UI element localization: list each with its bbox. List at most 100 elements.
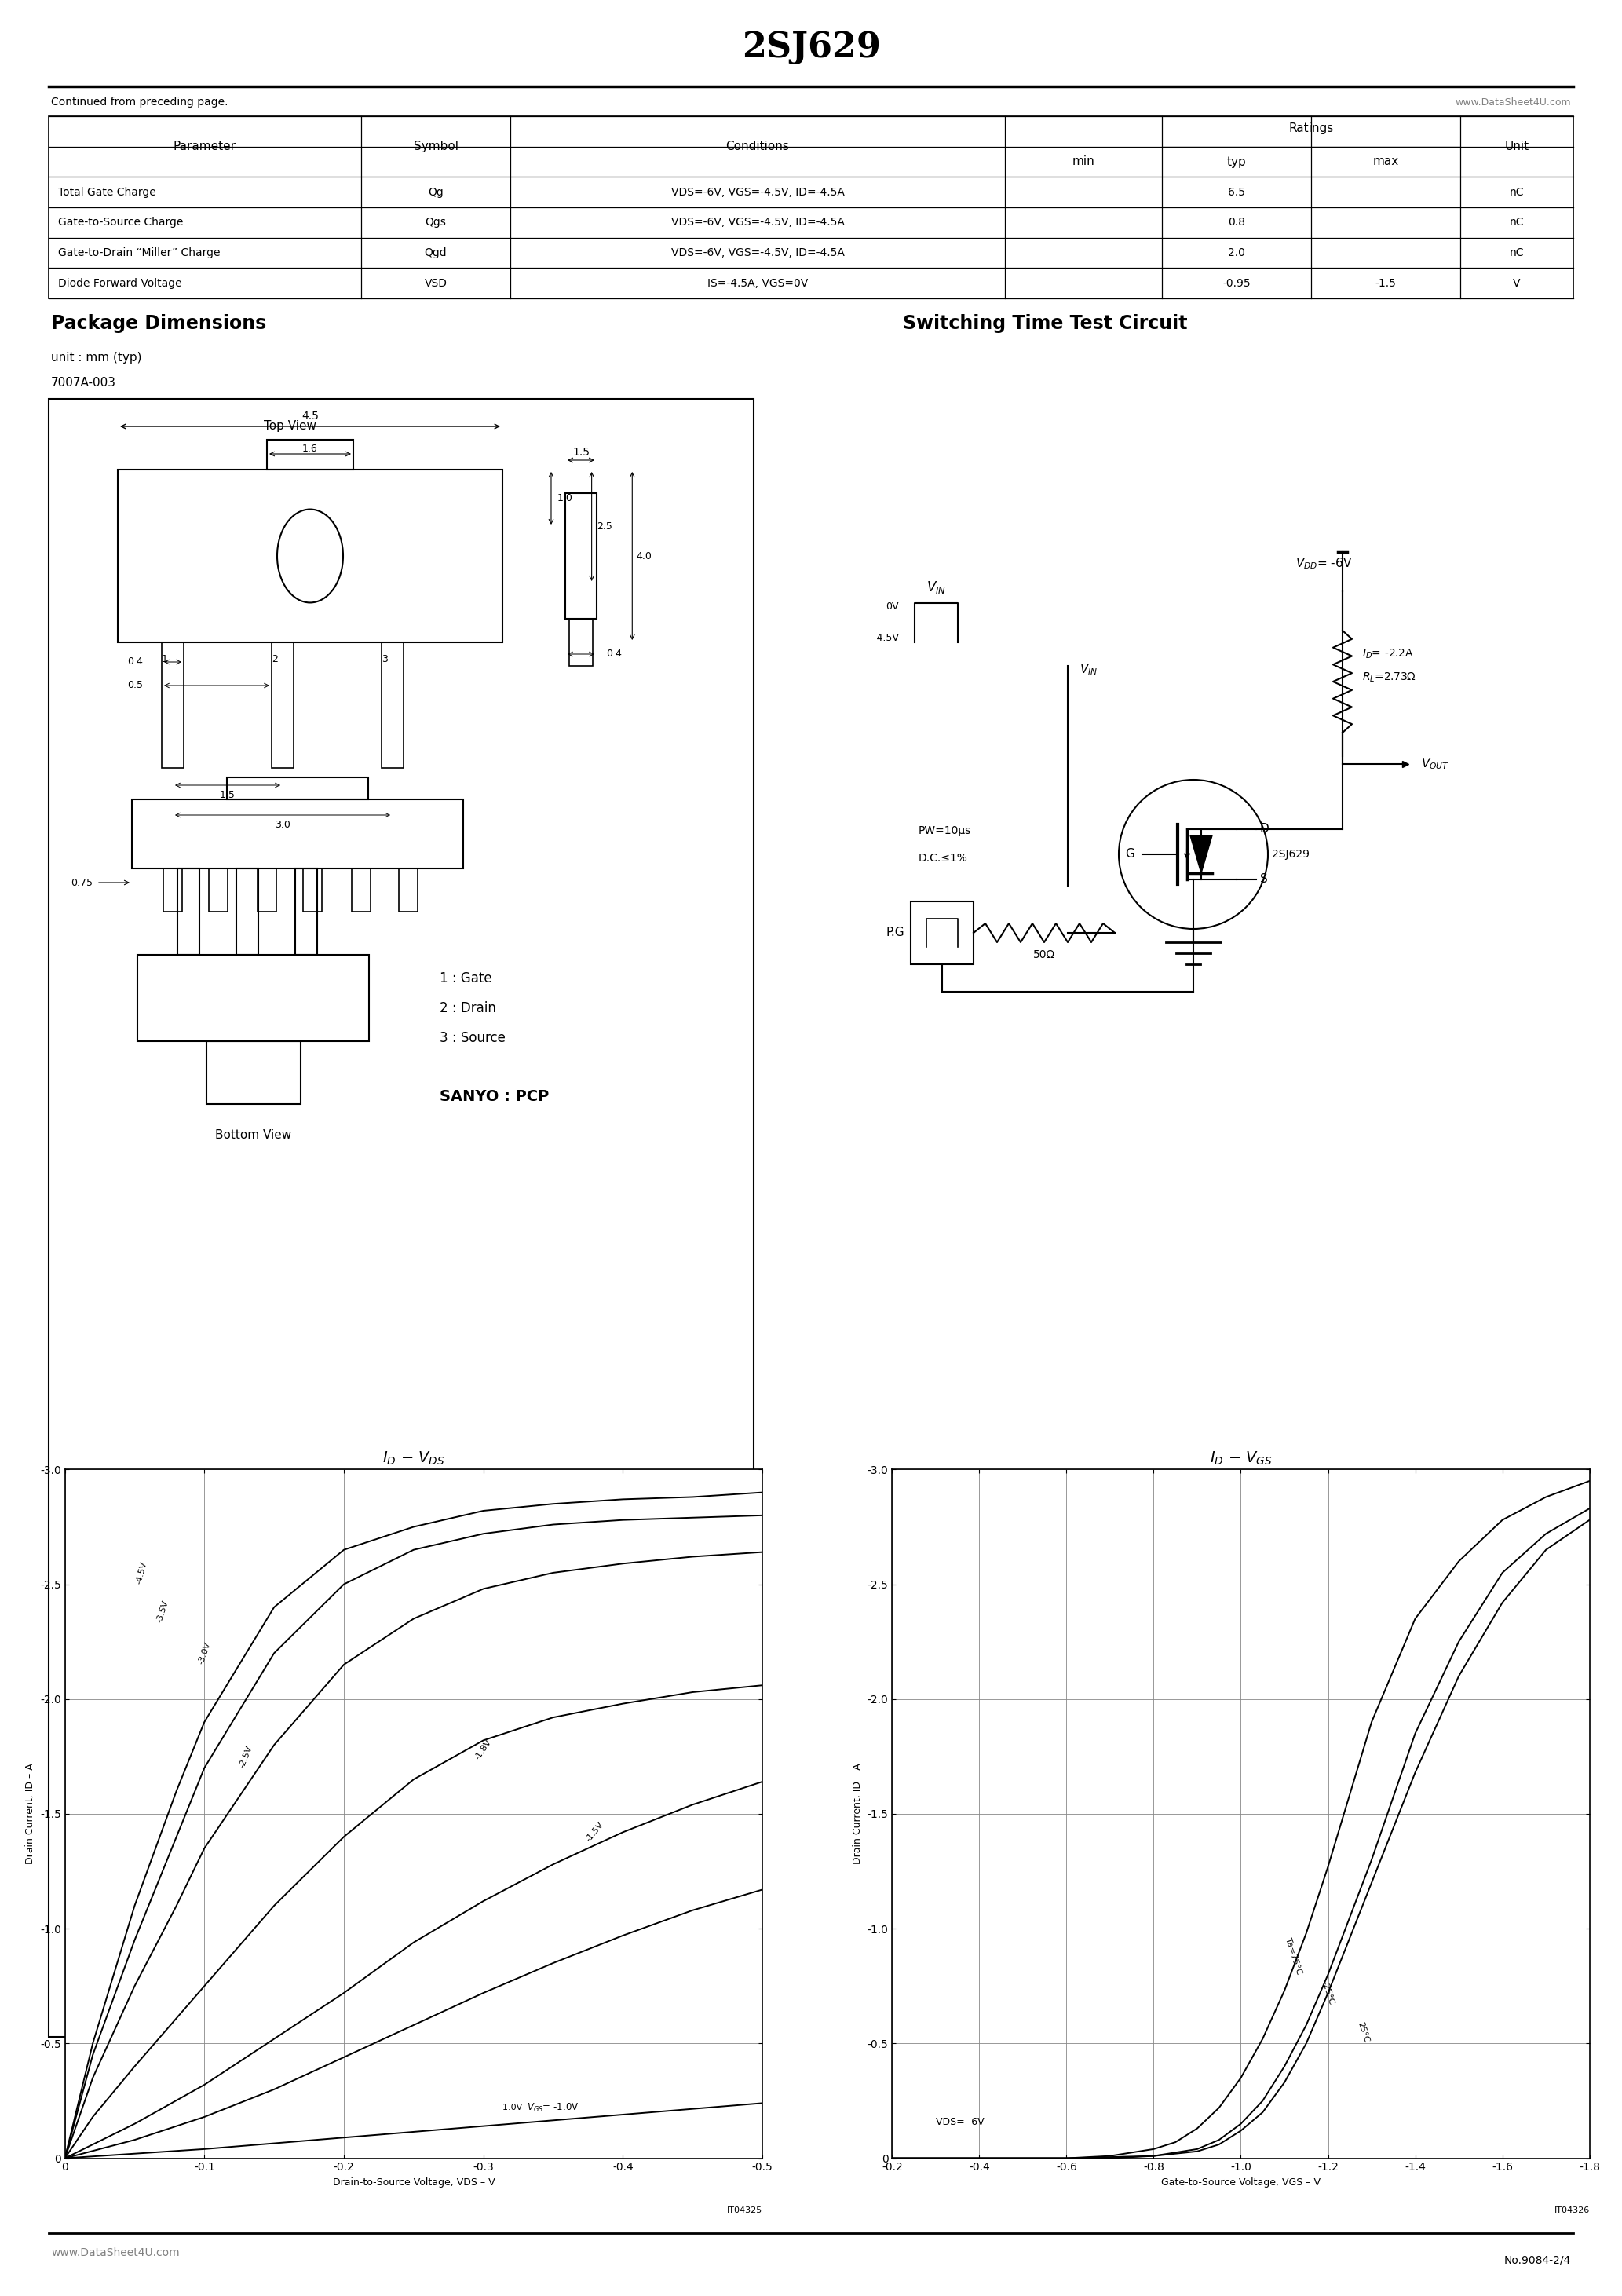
Text: 7007A-003: 7007A-003 [50, 377, 117, 388]
Y-axis label: Drain Current, ID – A: Drain Current, ID – A [26, 1763, 36, 1864]
Text: 50Ω: 50Ω [1033, 948, 1056, 960]
Text: PW=10μs: PW=10μs [918, 824, 972, 836]
Text: Qg: Qg [428, 186, 443, 197]
Text: 2.0: 2.0 [1228, 248, 1246, 259]
Text: Qgd: Qgd [425, 248, 448, 259]
Text: 4.5: 4.5 [302, 411, 318, 422]
Bar [209, 868, 227, 912]
Text: -1.5: -1.5 [1375, 278, 1397, 289]
Title: $I_D$ $-$ $V_{GS}$: $I_D$ $-$ $V_{GS}$ [1210, 1451, 1272, 1467]
Bar [352, 868, 370, 912]
Text: -1.8V: -1.8V [474, 1738, 493, 1761]
Bar [131, 799, 464, 868]
Text: Bottom View: Bottom View [216, 1130, 292, 1141]
Text: Qgs: Qgs [425, 218, 446, 227]
Bar [49, 117, 1573, 298]
Title: $I_D$ $-$ $V_{DS}$: $I_D$ $-$ $V_{DS}$ [383, 1451, 444, 1467]
Text: IS=-4.5A, VGS=0V: IS=-4.5A, VGS=0V [707, 278, 808, 289]
Text: Continued from preceding page.: Continued from preceding page. [50, 96, 229, 108]
Text: 0.4: 0.4 [127, 657, 143, 668]
Text: 1.5: 1.5 [221, 790, 235, 799]
Bar [138, 955, 368, 1040]
Bar [564, 494, 597, 618]
Text: Ratings: Ratings [1288, 122, 1333, 133]
Y-axis label: Drain Current, ID – A: Drain Current, ID – A [853, 1763, 863, 1864]
Text: V: V [1513, 278, 1520, 289]
Bar [162, 643, 183, 767]
Text: D.C.≤1%: D.C.≤1% [918, 852, 968, 863]
Text: nC: nC [1510, 248, 1525, 259]
Text: Package Dimensions: Package Dimensions [50, 315, 266, 333]
Text: 2SJ629: 2SJ629 [1272, 850, 1309, 859]
Text: 0.8: 0.8 [1228, 218, 1246, 227]
Text: Top View: Top View [263, 420, 316, 432]
Text: 2: 2 [272, 654, 277, 664]
Text: D: D [1260, 824, 1270, 836]
Text: $V_{DD}$= -6V: $V_{DD}$= -6V [1296, 556, 1353, 572]
Text: $V_{IN}$: $V_{IN}$ [1080, 664, 1098, 677]
Text: IT04325: IT04325 [727, 2206, 762, 2213]
Text: -1.5V: -1.5V [584, 1821, 605, 1844]
Text: VDS=-6V, VGS=-4.5V, ID=-4.5A: VDS=-6V, VGS=-4.5V, ID=-4.5A [672, 186, 845, 197]
Text: Unit: Unit [1505, 140, 1530, 152]
Bar [164, 868, 182, 912]
Text: max: max [1372, 156, 1398, 168]
Text: 1 : Gate: 1 : Gate [440, 971, 491, 985]
Text: www.DataSheet4U.com: www.DataSheet4U.com [50, 2248, 180, 2259]
Text: No.9084-2/4: No.9084-2/4 [1504, 2255, 1572, 2266]
Text: Gate-to-Drain “Miller” Charge: Gate-to-Drain “Miller” Charge [58, 248, 221, 259]
Text: 2.5: 2.5 [597, 521, 611, 530]
Text: P.G: P.G [886, 928, 905, 939]
Text: min: min [1072, 156, 1095, 168]
Text: 3 : Source: 3 : Source [440, 1031, 506, 1045]
Bar [295, 868, 318, 955]
Text: $V_{GS}$= -1.0V: $V_{GS}$= -1.0V [527, 2101, 579, 2115]
Bar [206, 1040, 300, 1104]
Text: Gate-to-Source Charge: Gate-to-Source Charge [58, 218, 183, 227]
Text: S: S [1260, 872, 1268, 886]
Text: VDS=-6V, VGS=-4.5V, ID=-4.5A: VDS=-6V, VGS=-4.5V, ID=-4.5A [672, 248, 845, 259]
Text: 1.5: 1.5 [573, 448, 590, 457]
Bar [258, 868, 276, 912]
Text: 6.5: 6.5 [1228, 186, 1246, 197]
Text: 1: 1 [162, 654, 169, 664]
Text: $V_{IN}$: $V_{IN}$ [926, 579, 946, 595]
Text: Symbol: Symbol [414, 140, 457, 152]
Text: -25°C: -25°C [1320, 1979, 1335, 2007]
Text: -3.0V: -3.0V [196, 1642, 212, 1665]
Text: -2.5V: -2.5V [238, 1745, 255, 1768]
Text: -0.95: -0.95 [1223, 278, 1251, 289]
Text: 3: 3 [381, 654, 388, 664]
Text: -1.0V: -1.0V [500, 2103, 522, 2112]
Text: G: G [1126, 850, 1134, 861]
Text: Ta=75°C: Ta=75°C [1283, 1938, 1302, 1975]
Text: 3.0: 3.0 [274, 820, 290, 829]
Bar [569, 618, 592, 666]
Text: Conditions: Conditions [727, 140, 790, 152]
Bar [399, 868, 418, 912]
Text: IT04326: IT04326 [1554, 2206, 1590, 2213]
Bar [910, 902, 973, 964]
Bar [271, 643, 294, 767]
Text: VSD: VSD [425, 278, 448, 289]
Text: VDS=-6V, VGS=-4.5V, ID=-4.5A: VDS=-6V, VGS=-4.5V, ID=-4.5A [672, 218, 845, 227]
Bar [118, 471, 503, 643]
Bar [303, 868, 321, 912]
Polygon shape [1191, 836, 1212, 872]
Text: Switching Time Test Circuit: Switching Time Test Circuit [903, 315, 1187, 333]
Text: www.DataSheet4U.com: www.DataSheet4U.com [1455, 96, 1572, 108]
Bar [237, 868, 258, 955]
Bar [177, 868, 200, 955]
Text: -4.5V: -4.5V [873, 634, 899, 643]
Text: Parameter: Parameter [174, 140, 237, 152]
Text: 0.5: 0.5 [127, 680, 143, 691]
Text: 4.0: 4.0 [636, 551, 652, 560]
X-axis label: Gate-to-Source Voltage, VGS – V: Gate-to-Source Voltage, VGS – V [1161, 2177, 1320, 2188]
X-axis label: Drain-to-Source Voltage, VDS – V: Drain-to-Source Voltage, VDS – V [333, 2177, 495, 2188]
Text: -4.5V: -4.5V [135, 1561, 148, 1584]
Text: SANYO : PCP: SANYO : PCP [440, 1088, 548, 1104]
Text: 0.4: 0.4 [607, 650, 621, 659]
Bar [227, 778, 368, 799]
Bar [381, 643, 404, 767]
Text: 1.6: 1.6 [302, 443, 318, 455]
